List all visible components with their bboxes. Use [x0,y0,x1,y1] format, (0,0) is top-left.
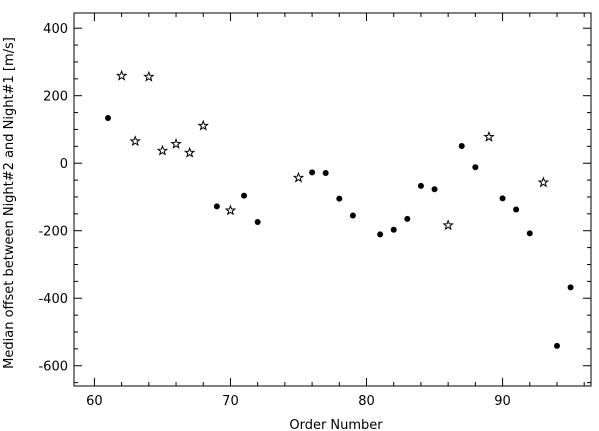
x-tick-label: 90 [494,394,511,409]
data-point-circle [404,215,411,222]
y-tick-label: -400 [38,292,68,307]
data-point-circle [567,284,574,291]
axis-ticks [74,13,591,386]
data-point-circle [553,342,560,349]
data-point-circle [431,186,438,193]
data-point-circle [349,212,356,219]
data-point-circle [417,182,424,189]
data-point-circle [526,230,533,237]
data-point-circle [309,169,316,176]
y-tick-label: -600 [38,360,68,375]
data-point-circle [241,192,248,199]
data-point-star [224,204,237,216]
data-point-star [483,130,495,142]
y-tick-label: -200 [38,225,68,240]
data-points [105,69,574,349]
data-point-circle [336,195,343,202]
data-point-circle [472,164,479,171]
data-point-circle [513,206,520,213]
x-tick-label: 80 [358,394,375,409]
tick-labels: 60 70 80 90 -600 -400 -200 0 200 400 [38,22,510,409]
data-point-circle [458,142,465,149]
data-point-star [129,135,141,147]
plot-frame [73,12,592,387]
x-axis-title: Order Number [289,418,383,431]
data-point-circle [105,114,112,121]
data-point-circle [322,170,329,177]
data-point-star [183,146,196,158]
data-point-circle [377,231,384,238]
x-tick-label: 70 [222,394,239,409]
data-point-circle [390,226,397,233]
data-point-star [197,119,210,131]
data-point-star [143,70,155,82]
data-point-star [292,171,305,183]
data-point-star [115,69,128,81]
data-point-star [537,176,550,188]
data-point-circle [213,203,220,210]
x-tick-label: 60 [86,394,103,409]
data-point-circle [254,218,261,225]
data-point-star [156,144,169,156]
y-tick-label: 0 [60,157,68,172]
data-point-star [170,137,182,149]
y-axis-title: Median offset between Night#2 and Night#… [2,37,17,369]
y-tick-label: 200 [43,90,68,105]
y-tick-label: 400 [43,22,68,37]
data-point-circle [499,195,506,202]
data-point-star [442,219,454,231]
